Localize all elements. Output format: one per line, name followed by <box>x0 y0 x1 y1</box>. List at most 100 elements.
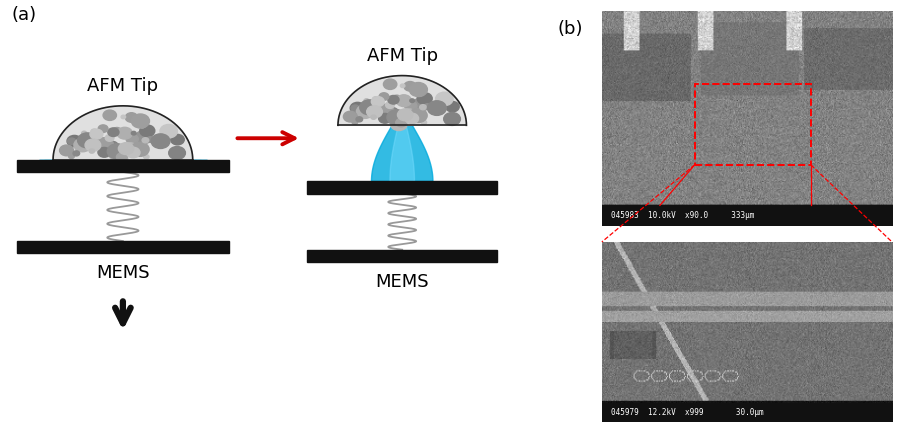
Circle shape <box>371 115 377 119</box>
Bar <box>307 181 497 194</box>
Circle shape <box>126 147 140 158</box>
Circle shape <box>397 109 413 121</box>
Text: MEMS: MEMS <box>376 273 429 291</box>
Circle shape <box>364 99 369 102</box>
Circle shape <box>89 149 95 153</box>
Circle shape <box>427 101 446 115</box>
Circle shape <box>400 84 405 88</box>
Circle shape <box>420 105 426 110</box>
Circle shape <box>68 138 76 144</box>
Circle shape <box>388 112 406 126</box>
Circle shape <box>386 102 395 108</box>
Circle shape <box>118 151 125 157</box>
Bar <box>307 250 497 262</box>
Circle shape <box>123 149 128 153</box>
Bar <box>695 83 811 165</box>
Circle shape <box>352 120 358 124</box>
Circle shape <box>133 149 139 153</box>
Circle shape <box>359 100 379 115</box>
Circle shape <box>142 138 149 143</box>
Circle shape <box>68 154 74 159</box>
Circle shape <box>168 146 186 159</box>
Circle shape <box>382 107 399 121</box>
Circle shape <box>110 151 125 162</box>
Circle shape <box>405 102 417 111</box>
Circle shape <box>413 98 430 111</box>
Circle shape <box>410 99 414 102</box>
Text: MEMS: MEMS <box>96 264 150 282</box>
Circle shape <box>91 129 97 134</box>
Circle shape <box>412 115 417 119</box>
Circle shape <box>116 153 127 161</box>
Circle shape <box>435 92 453 106</box>
Circle shape <box>417 93 432 105</box>
Bar <box>17 160 229 172</box>
Circle shape <box>140 125 155 137</box>
Circle shape <box>119 152 125 156</box>
Circle shape <box>397 117 405 123</box>
Circle shape <box>82 131 86 135</box>
Circle shape <box>125 113 138 122</box>
Circle shape <box>402 115 407 120</box>
Circle shape <box>418 104 423 108</box>
Circle shape <box>74 138 91 152</box>
Text: AFM Tip: AFM Tip <box>367 47 438 65</box>
Circle shape <box>121 115 125 119</box>
Circle shape <box>424 104 431 109</box>
Circle shape <box>367 106 382 118</box>
Circle shape <box>160 124 177 138</box>
Circle shape <box>102 141 119 155</box>
Text: 045979  12.2kV  x999       30.0μm: 045979 12.2kV x999 30.0μm <box>611 408 763 417</box>
Circle shape <box>400 109 417 122</box>
Circle shape <box>132 131 136 135</box>
Text: (a): (a) <box>11 6 36 25</box>
Circle shape <box>405 113 419 124</box>
Circle shape <box>384 79 396 89</box>
Circle shape <box>143 155 149 159</box>
Circle shape <box>108 128 119 137</box>
Circle shape <box>98 147 111 157</box>
Circle shape <box>135 131 152 144</box>
Circle shape <box>139 123 146 128</box>
Circle shape <box>159 138 167 144</box>
Circle shape <box>118 143 133 155</box>
Polygon shape <box>53 106 193 160</box>
Circle shape <box>109 146 127 160</box>
Circle shape <box>435 105 443 111</box>
Circle shape <box>377 104 394 118</box>
Circle shape <box>107 144 127 159</box>
Circle shape <box>126 134 138 144</box>
Circle shape <box>350 102 365 114</box>
Circle shape <box>396 95 412 107</box>
Text: 045983  10.0kV  x90.0     333μm: 045983 10.0kV x90.0 333μm <box>611 210 754 219</box>
Circle shape <box>105 114 112 118</box>
Circle shape <box>111 152 128 165</box>
Circle shape <box>79 140 89 148</box>
Circle shape <box>372 97 379 102</box>
Circle shape <box>85 134 98 145</box>
Circle shape <box>404 101 409 105</box>
Circle shape <box>73 151 79 156</box>
Circle shape <box>387 110 406 125</box>
Circle shape <box>105 135 114 141</box>
Circle shape <box>379 93 389 100</box>
Circle shape <box>371 97 384 107</box>
Circle shape <box>131 142 149 156</box>
Circle shape <box>85 139 101 151</box>
Bar <box>17 241 229 253</box>
Circle shape <box>59 145 74 156</box>
Circle shape <box>417 91 423 96</box>
Circle shape <box>421 121 426 124</box>
Circle shape <box>391 118 407 130</box>
Text: (b): (b) <box>557 20 583 38</box>
Circle shape <box>361 107 372 115</box>
Circle shape <box>443 112 460 125</box>
Circle shape <box>67 135 82 147</box>
Circle shape <box>132 114 150 128</box>
Circle shape <box>343 111 358 122</box>
Circle shape <box>404 82 416 91</box>
Circle shape <box>387 95 399 104</box>
Circle shape <box>357 105 374 118</box>
Circle shape <box>367 101 380 111</box>
Circle shape <box>124 133 131 138</box>
